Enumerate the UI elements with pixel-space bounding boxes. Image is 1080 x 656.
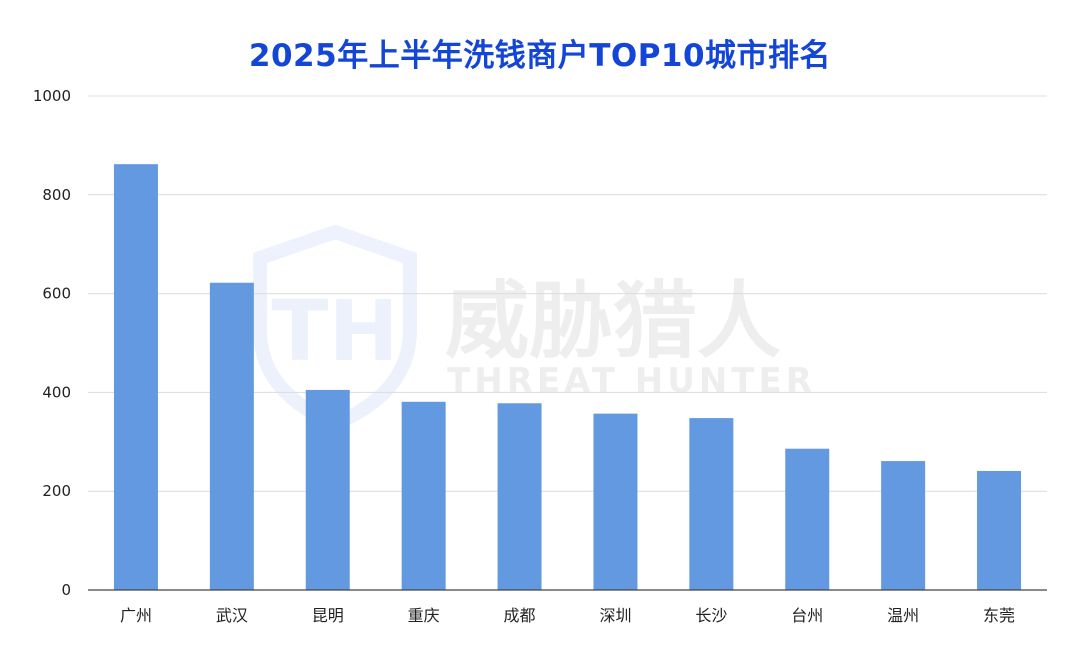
y-tick-label: 800 bbox=[42, 186, 71, 204]
x-category-label: 东莞 bbox=[983, 606, 1015, 625]
y-tick-label: 0 bbox=[61, 581, 71, 599]
y-tick-label: 400 bbox=[42, 383, 71, 401]
bar-2 bbox=[305, 389, 350, 590]
x-category-label: 武汉 bbox=[216, 606, 248, 625]
x-category-label: 长沙 bbox=[695, 606, 727, 625]
x-category-label: 昆明 bbox=[312, 606, 344, 625]
y-tick-label: 200 bbox=[42, 482, 71, 500]
bar-9 bbox=[977, 470, 1022, 590]
watermark-brand-cn: 威胁猎人 bbox=[445, 272, 781, 370]
y-tick-label: 1000 bbox=[33, 87, 71, 105]
x-category-label: 广州 bbox=[120, 606, 152, 625]
x-category-label: 成都 bbox=[504, 606, 536, 625]
bar-0 bbox=[113, 164, 158, 590]
bar-4 bbox=[497, 403, 542, 590]
x-category-label: 温州 bbox=[887, 606, 919, 625]
x-category-label: 深圳 bbox=[599, 606, 631, 625]
watermark-brand-en: THREAT HUNTER bbox=[447, 361, 816, 401]
y-axis-ticks: 0 200 400 600 800 1000 bbox=[33, 87, 71, 599]
x-axis-labels: 广州 武汉 昆明 重庆 成都 深圳 长沙 台州 温州 东莞 bbox=[120, 606, 1015, 625]
bar-6 bbox=[689, 418, 734, 590]
x-category-label: 重庆 bbox=[408, 606, 440, 625]
bar-1 bbox=[209, 282, 254, 590]
chart-title: 2025年上半年洗钱商户TOP10城市排名 bbox=[248, 38, 832, 74]
bar-8 bbox=[881, 461, 926, 590]
bars bbox=[113, 164, 1022, 590]
bar-3 bbox=[401, 401, 446, 590]
x-category-label: 台州 bbox=[791, 606, 823, 625]
y-tick-label: 600 bbox=[42, 285, 71, 303]
bar-5 bbox=[593, 413, 638, 590]
watermark-logo-text: TH bbox=[271, 282, 399, 380]
watermark: TH 威胁猎人 THREAT HUNTER bbox=[253, 224, 816, 432]
bar-7 bbox=[785, 448, 830, 590]
